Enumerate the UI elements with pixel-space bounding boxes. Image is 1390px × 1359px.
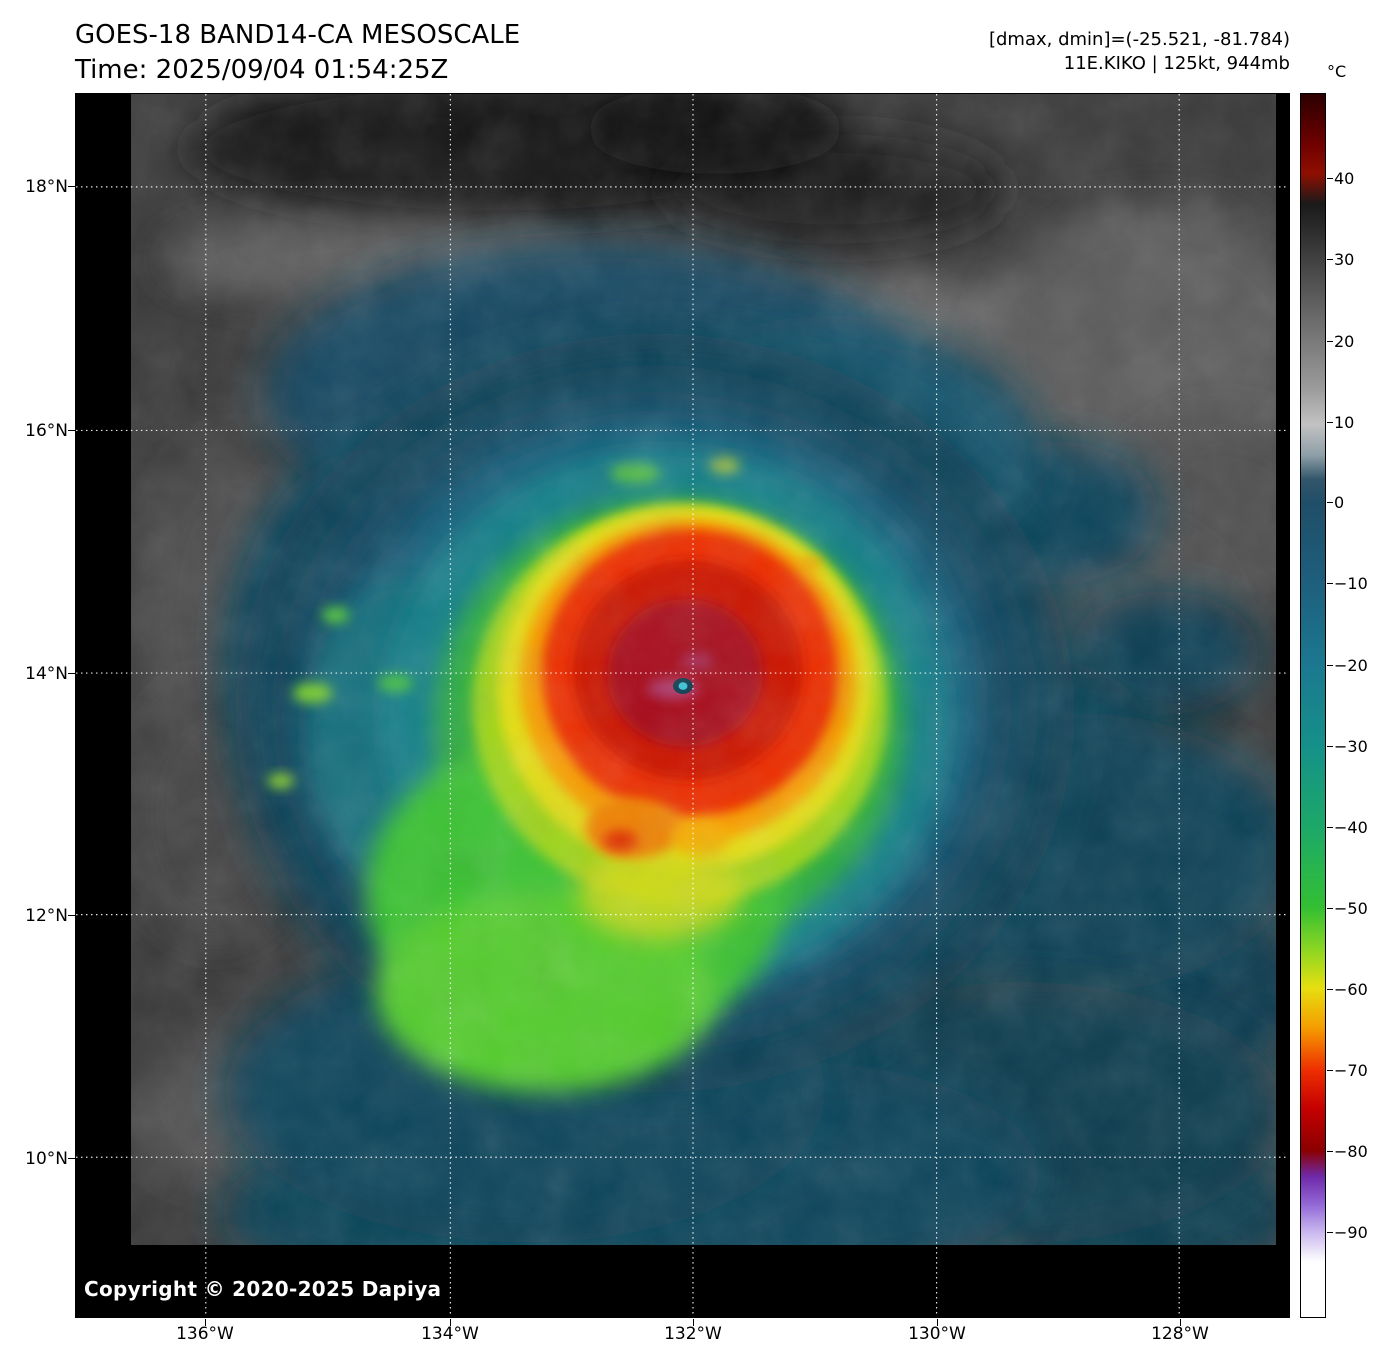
lat-label-10n: 10°N (25, 1149, 68, 1169)
colorbar-tick-label: −20 (1334, 656, 1368, 675)
colorbar-tick (1327, 1151, 1333, 1152)
lon-tick (205, 1319, 206, 1326)
lon-label-136w: 136°W (176, 1324, 234, 1344)
colorbar-tick-label: −70 (1334, 1061, 1368, 1080)
colorbar-tick-label: −10 (1334, 574, 1368, 593)
colorbar-tick (1327, 1070, 1333, 1071)
lat-label-16n: 16°N (25, 421, 68, 441)
colorbar-tick-label: 0 (1334, 493, 1345, 512)
colorbar-tick-label: 30 (1334, 250, 1355, 269)
lat-tick (68, 1158, 75, 1159)
colorbar-tick (1327, 908, 1333, 909)
colorbar-tick-label: 20 (1334, 332, 1355, 351)
colorbar-tick (1327, 502, 1333, 503)
lat-label-12n: 12°N (25, 906, 68, 926)
colorbar-tick (1327, 1232, 1333, 1233)
lon-tick (1180, 1319, 1181, 1326)
lon-label-130w: 130°W (908, 1324, 966, 1344)
temperature-colorbar (1300, 93, 1326, 1318)
colorbar-tick-label: −60 (1334, 980, 1368, 999)
lon-tick (450, 1319, 451, 1326)
lat-tick (68, 430, 75, 431)
colorbar-tick-label: −50 (1334, 899, 1368, 918)
lon-label-134w: 134°W (421, 1324, 479, 1344)
colorbar-tick (1327, 178, 1333, 179)
colorbar-tick (1327, 259, 1333, 260)
header-left: GOES-18 BAND14-CA MESOSCALE Time: 2025/0… (75, 20, 520, 85)
header-right: [dmax, dmin]=(-25.521, -81.784) 11E.KIKO… (989, 28, 1290, 76)
colorbar-tick (1327, 827, 1333, 828)
grid-lines (76, 94, 1289, 1317)
lon-label-132w: 132°W (664, 1324, 722, 1344)
lat-tick (68, 186, 75, 187)
lat-tick (68, 915, 75, 916)
colorbar-tick (1327, 746, 1333, 747)
satellite-image (76, 94, 1289, 1317)
colorbar-tick (1327, 422, 1333, 423)
dmax-dmin-readout: [dmax, dmin]=(-25.521, -81.784) (988, 29, 1290, 50)
colorbar-tick (1327, 341, 1333, 342)
storm-info: 11E.KIKO | 125kt, 944mb (1063, 53, 1290, 74)
lat-tick (68, 673, 75, 674)
image-title: GOES-18 BAND14-CA MESOSCALE (75, 20, 521, 50)
satellite-map: Copyright © 2020-2025 Dapiya (75, 93, 1290, 1318)
lon-tick (937, 1319, 938, 1326)
copyright-notice: Copyright © 2020-2025 Dapiya (84, 1277, 442, 1301)
colorbar-tick-label: −40 (1334, 818, 1368, 837)
lon-label-128w: 128°W (1151, 1324, 1209, 1344)
colorbar-tick (1327, 989, 1333, 990)
colorbar-tick (1327, 665, 1333, 666)
colorbar-tick-label: 10 (1334, 413, 1355, 432)
colorbar-tick-label: −80 (1334, 1142, 1368, 1161)
colorbar-tick-label: 40 (1334, 169, 1355, 188)
lat-label-18n: 18°N (25, 177, 68, 197)
lat-label-14n: 14°N (25, 664, 68, 684)
image-timestamp: Time: 2025/09/04 01:54:25Z (75, 55, 449, 85)
lon-tick (693, 1319, 694, 1326)
colorbar-tick (1327, 583, 1333, 584)
colorbar-unit-label: °C (1327, 62, 1347, 81)
colorbar-tick-label: −90 (1334, 1223, 1368, 1242)
colorbar-tick-label: −30 (1334, 737, 1368, 756)
